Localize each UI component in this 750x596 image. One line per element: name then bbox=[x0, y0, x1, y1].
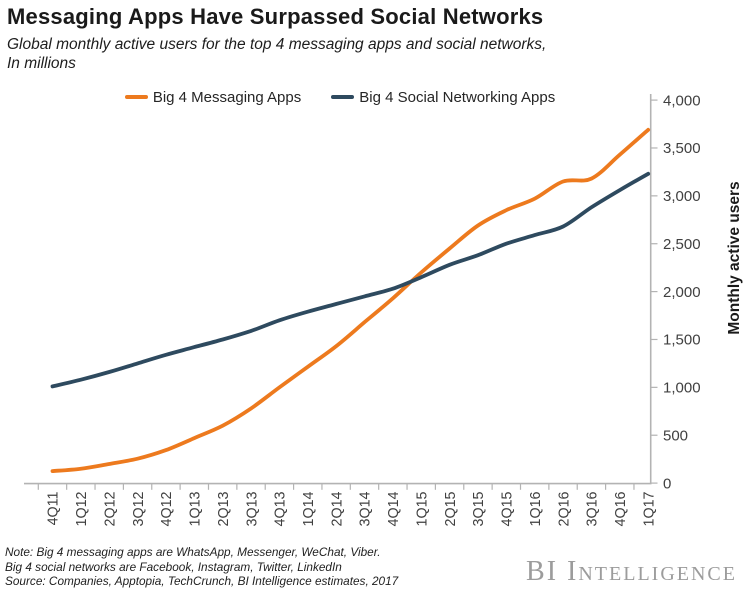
y-tick-label: 2,000 bbox=[663, 284, 701, 301]
legend-label-social: Big 4 Social Networking Apps bbox=[359, 88, 556, 106]
subtitle-line-1: Global monthly active users for the top … bbox=[7, 36, 547, 53]
x-category-label: 2Q14 bbox=[329, 491, 345, 526]
messaging-series-swatch bbox=[124, 95, 148, 99]
y-axis-title: Monthly active users bbox=[726, 181, 743, 334]
legend-label-messaging: Big 4 Messaging Apps bbox=[152, 88, 302, 106]
note-line-1: Note: Big 4 messaging apps are WhatsApp,… bbox=[5, 545, 381, 559]
source-line: Source: Companies, Apptopia, TechCrunch,… bbox=[5, 574, 399, 589]
x-category-label: 1Q15 bbox=[414, 491, 430, 526]
social-series-swatch bbox=[331, 95, 355, 99]
x-category-label: 1Q16 bbox=[528, 491, 544, 526]
x-category-label: 1Q14 bbox=[301, 491, 317, 526]
x-category-label: 1Q12 bbox=[74, 491, 90, 526]
x-category-label: 4Q12 bbox=[159, 491, 175, 526]
y-tick-label: 0 bbox=[663, 475, 671, 492]
y-tick-label: 4,000 bbox=[663, 92, 701, 109]
x-category-label: 2Q16 bbox=[556, 491, 572, 526]
x-category-label: 1Q17 bbox=[641, 491, 657, 526]
y-tick-label: 1,500 bbox=[663, 332, 701, 349]
y-tick-label: 3,000 bbox=[663, 188, 701, 205]
legend-item-social: Big 4 Social Networking Apps bbox=[331, 89, 555, 106]
x-category-label: 4Q11 bbox=[46, 491, 62, 525]
footnotes: Note: Big 4 messaging apps are WhatsApp,… bbox=[5, 545, 398, 589]
messaging-apps-line bbox=[50, 127, 651, 473]
social-networks-line bbox=[50, 171, 651, 389]
y-tick-label: 3,500 bbox=[663, 140, 701, 157]
chart-subtitle: Global monthly active users for the top … bbox=[7, 35, 546, 73]
chart-title: Messaging Apps Have Surpassed Social Net… bbox=[7, 4, 544, 29]
x-category-label: 4Q13 bbox=[273, 491, 289, 526]
x-category-label: 3Q13 bbox=[244, 491, 260, 526]
note-line-2: Big 4 social networks are Facebook, Inst… bbox=[5, 559, 342, 574]
x-category-label: 3Q14 bbox=[358, 491, 374, 526]
x-category-label: 3Q12 bbox=[131, 491, 147, 526]
y-tick-label: 500 bbox=[663, 427, 688, 444]
x-category-label: 1Q13 bbox=[188, 491, 204, 526]
y-tick-label: 1,000 bbox=[663, 380, 701, 397]
x-category-label: 4Q16 bbox=[613, 491, 629, 526]
x-category-label: 2Q12 bbox=[102, 491, 118, 526]
x-category-label: 3Q16 bbox=[585, 491, 601, 526]
x-category-label: 4Q15 bbox=[500, 491, 516, 526]
x-category-label: 2Q13 bbox=[216, 491, 232, 526]
bi-intelligence-logo: BI Intelligence bbox=[526, 556, 737, 587]
x-category-label: 4Q14 bbox=[386, 491, 402, 526]
subtitle-line-2: In millions bbox=[7, 55, 76, 72]
y-tick-label: 2,500 bbox=[663, 236, 701, 253]
x-category-label: 2Q15 bbox=[443, 491, 459, 526]
chart-legend: Big 4 Messaging Apps Big 4 Social Networ… bbox=[30, 88, 650, 106]
x-category-label: 3Q15 bbox=[471, 491, 487, 526]
legend-item-messaging: Big 4 Messaging Apps bbox=[124, 88, 302, 106]
